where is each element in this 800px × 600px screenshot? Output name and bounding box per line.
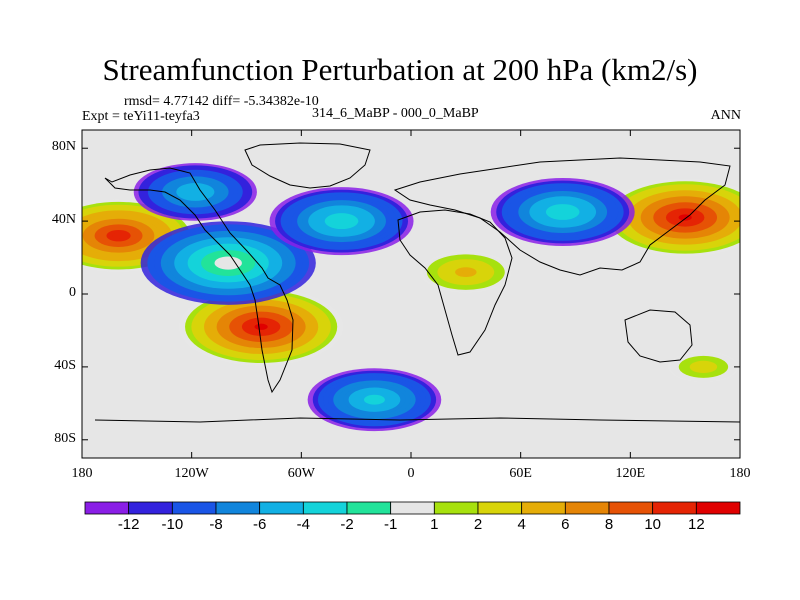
coastline-segment bbox=[104, 167, 294, 394]
y-tick-label: 40N bbox=[51, 212, 76, 228]
x-tick-label: 180 bbox=[729, 466, 751, 481]
field-feature-southern-ocean-low bbox=[307, 368, 442, 432]
colorbar-swatch bbox=[346, 501, 392, 515]
y-tick-label: 80S bbox=[54, 430, 76, 446]
colorbar-swatch bbox=[215, 501, 261, 515]
coastline-segment bbox=[244, 142, 371, 189]
coastline-segment bbox=[397, 209, 513, 356]
colorbar bbox=[84, 501, 741, 515]
colorbar-swatch bbox=[652, 501, 697, 515]
contour-band bbox=[112, 232, 125, 239]
contour-band bbox=[221, 259, 236, 267]
coastline bbox=[94, 142, 740, 423]
y-tick-label: 40S bbox=[54, 357, 76, 373]
chart-title: Streamfunction Perturbation at 200 hPa (… bbox=[102, 52, 698, 87]
colorbar-label: 8 bbox=[604, 516, 614, 533]
colorbar-swatch bbox=[128, 501, 173, 515]
colorbar-label: -4 bbox=[296, 516, 310, 533]
colorbar-swatch bbox=[564, 501, 610, 515]
colorbar-label: -8 bbox=[209, 516, 223, 533]
field-feature-north-atlantic-low bbox=[269, 187, 414, 256]
colorbar-swatch bbox=[695, 501, 741, 515]
field-feature-south-america-high bbox=[178, 287, 344, 366]
colorbar-label: 12 bbox=[687, 516, 705, 533]
colorbar-label: -10 bbox=[161, 516, 184, 533]
y-tick-label: 80N bbox=[51, 139, 76, 155]
axis-ticks bbox=[81, 130, 741, 458]
colorbar-swatch bbox=[521, 501, 566, 515]
contour-band bbox=[556, 209, 569, 215]
coastline-segment bbox=[393, 157, 731, 276]
colorbar-swatch bbox=[171, 501, 217, 515]
colorbar-swatch bbox=[259, 501, 304, 515]
period-label: 314_6_MaBP - 000_0_MaBP bbox=[312, 106, 479, 121]
field-feature-central-asia-low bbox=[490, 178, 635, 246]
colorbar-swatch bbox=[477, 501, 523, 515]
experiment-label: Expt = teYi11-teyfa3 bbox=[82, 109, 200, 124]
colorbar-label: 1 bbox=[430, 516, 439, 533]
field-feature-south-pacific-high bbox=[667, 351, 740, 383]
contour-band bbox=[369, 397, 380, 403]
contour-band bbox=[190, 189, 201, 195]
colorbar-swatch bbox=[608, 501, 654, 515]
colorbar-label: 4 bbox=[517, 516, 526, 533]
colorbar-label: -6 bbox=[252, 516, 267, 533]
contour-band bbox=[462, 270, 470, 274]
field-feature-north-america-low bbox=[133, 163, 257, 221]
x-tick-label: 60E bbox=[509, 466, 532, 481]
field-feature-central-america-low bbox=[140, 221, 316, 305]
field-feature-africa-high bbox=[419, 251, 512, 294]
colorbar-label: 2 bbox=[473, 516, 483, 533]
coastline-segment bbox=[624, 309, 693, 363]
contour-band bbox=[335, 218, 348, 224]
season-label: ANN bbox=[710, 108, 741, 123]
colorbar-swatch bbox=[433, 501, 479, 515]
x-tick-label: 180 bbox=[71, 466, 93, 481]
colorbar-label: -12 bbox=[117, 516, 140, 533]
y-tick-label: 0 bbox=[69, 285, 76, 300]
colorbar-label: 10 bbox=[644, 516, 661, 533]
colorbar-swatch bbox=[84, 501, 130, 515]
contour-field bbox=[82, 130, 740, 458]
field-feature-northwest-pacific-high bbox=[602, 178, 740, 257]
coastline-segment bbox=[94, 417, 740, 423]
contour-band bbox=[254, 323, 268, 330]
colorbar-swatch bbox=[302, 501, 348, 515]
x-tick-label: 120W bbox=[174, 466, 209, 481]
colorbar-swatch bbox=[390, 501, 435, 515]
colorbar-label: -2 bbox=[340, 516, 354, 533]
x-tick-label: 60W bbox=[287, 466, 315, 481]
colorbar-label: -1 bbox=[383, 516, 398, 533]
x-tick-label: 120E bbox=[615, 466, 646, 481]
stats-text: rmsd= 4.77142 diff= -5.34382e-10 bbox=[124, 94, 319, 109]
contour-band bbox=[700, 365, 707, 369]
colorbar-label: 6 bbox=[561, 516, 570, 533]
x-tick-label: 0 bbox=[407, 466, 415, 481]
